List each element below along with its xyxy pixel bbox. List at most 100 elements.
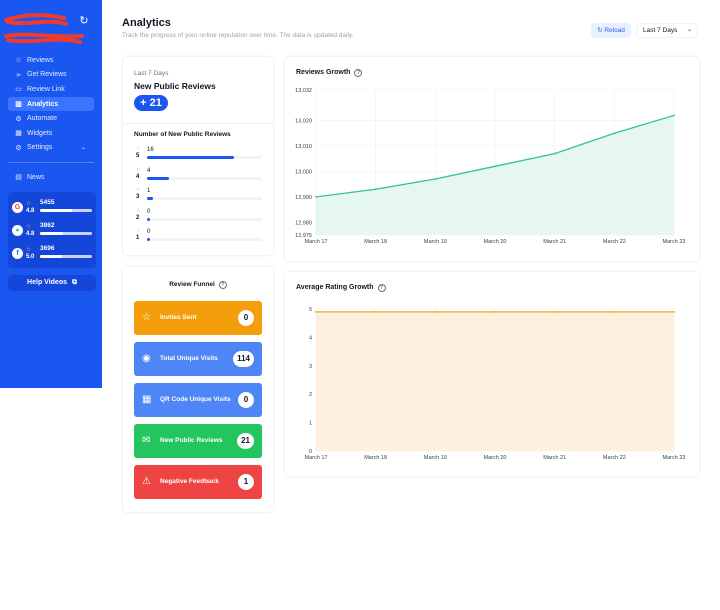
funnel-label: Total Unique Visits xyxy=(160,355,218,362)
help-videos-button[interactable]: Help Videos ⧉ xyxy=(8,275,96,291)
y-tick-label: 13,020 xyxy=(295,119,312,125)
funnel-label: Invites Sent xyxy=(160,314,197,321)
reload-label: Reload xyxy=(604,27,625,34)
platform-progress-fill xyxy=(40,209,73,212)
rating-bar-fill xyxy=(147,156,235,159)
new-reviews-badge: + 21 xyxy=(134,95,168,111)
send-icon: ➢ xyxy=(15,71,22,79)
sidebar-item-news[interactable]: ▤ News xyxy=(8,170,94,185)
y-tick-label: 3 xyxy=(309,364,312,370)
data-point xyxy=(315,310,317,313)
info-icon[interactable]: ? xyxy=(377,284,386,292)
card-divider xyxy=(123,123,273,124)
rating-bar-fill xyxy=(147,217,151,221)
rating-row-4: ☆ 4 4 xyxy=(136,167,264,187)
chart-title-text: Average Rating Growth xyxy=(296,284,374,291)
funnel-label: Negative Feedback xyxy=(160,478,219,485)
data-point xyxy=(374,310,377,313)
review-funnel-card: Review Funnel? ☆ Invites Sent 0 ◉ Total Uniq… xyxy=(123,267,273,512)
chart-title: Average Rating Growth? xyxy=(296,284,386,292)
sidebar-item-label: Review Link xyxy=(27,85,65,93)
sidebar-item-get-reviews[interactable]: ➢ Get Reviews xyxy=(8,68,94,83)
reload-button[interactable]: ↻ Reload xyxy=(591,23,631,38)
platform-ratings: G ☆ 4.8 5455 ● ☆ 4.8 3862 f ☆ 5.0 3696 xyxy=(8,192,96,268)
x-tick-label: March 23 xyxy=(663,239,686,245)
series-area xyxy=(316,311,674,451)
y-tick-label: 1 xyxy=(309,421,312,427)
data-point xyxy=(613,132,616,135)
star-level: 3 xyxy=(136,194,140,200)
funnel-total-unique-visits[interactable]: ◉ Total Unique Visits 114 xyxy=(134,342,262,376)
x-tick-label: March 21 xyxy=(543,455,566,461)
sidebar-item-analytics[interactable]: ▥ Analytics xyxy=(8,96,94,112)
star-level: 4 xyxy=(136,173,140,180)
external-link-icon: ⧉ xyxy=(71,279,77,286)
star-icon: ☆ xyxy=(136,187,141,193)
rating-row-2: ☆ 2 0 xyxy=(136,208,264,228)
chevron-down-icon: ⌄ xyxy=(686,27,692,33)
sidebar-item-label: Get Reviews xyxy=(27,71,67,79)
refresh-icon[interactable]: ↻ xyxy=(79,15,89,27)
rating-bar-fill xyxy=(147,238,151,241)
platform-rating: 4.8 xyxy=(26,208,35,214)
star-icon: ☆ xyxy=(136,228,141,234)
data-point xyxy=(434,178,437,180)
rating-bar-fill xyxy=(147,197,153,200)
data-point xyxy=(673,114,675,117)
sidebar-item-label: News xyxy=(27,173,45,181)
y-tick-label: 12,980 xyxy=(295,220,312,226)
chart-title: Reviews Growth? xyxy=(296,69,363,77)
new-reviews-title: New Public Reviews xyxy=(134,81,216,91)
funnel-new-public-reviews[interactable]: ✉ New Public Reviews 21 xyxy=(134,424,262,458)
rating-count: 4 xyxy=(147,167,151,174)
monitor-icon: ▭ xyxy=(15,86,22,94)
rating-bar xyxy=(147,156,262,159)
automate-icon: ⚙ xyxy=(15,115,22,123)
star-icon: ☆ xyxy=(136,166,141,173)
y-tick-label: 0 xyxy=(309,449,312,455)
info-icon[interactable]: ? xyxy=(354,69,363,77)
warning-icon: ⚠ xyxy=(142,476,151,487)
x-tick-label: March 17 xyxy=(305,455,328,461)
date-range-select[interactable]: Last 7 Days ⌄ xyxy=(636,23,698,38)
x-tick-label: March 19 xyxy=(424,455,447,461)
sidebar-item-review-link[interactable]: ▭ Review Link xyxy=(8,82,94,97)
platform-progress-bar xyxy=(40,209,92,212)
sidebar-item-automate[interactable]: ⚙ Automate xyxy=(8,111,94,126)
sidebar-item-label: Settings xyxy=(27,144,53,152)
funnel-title: Review Funnel? xyxy=(123,281,273,289)
rating-row-5: ☆ 5 16 xyxy=(136,146,264,166)
star-icon: ☆ xyxy=(136,146,141,152)
page-subtitle: Track the progress of your online reputa… xyxy=(122,32,354,39)
info-icon[interactable]: ? xyxy=(218,281,227,289)
chart-title-text: Reviews Growth xyxy=(296,69,351,76)
x-tick-label: March 17 xyxy=(305,239,328,245)
sidebar-item-reviews[interactable]: ☆ Reviews xyxy=(8,53,94,68)
data-point xyxy=(553,152,556,155)
platform-progress-fill xyxy=(40,232,64,235)
platform-tripadvisor[interactable]: ● ☆ 4.8 3862 xyxy=(12,222,92,242)
eye-icon: ◉ xyxy=(142,353,151,364)
funnel-label: QR Code Unique Visits xyxy=(160,396,231,403)
sidebar-nav: ☆ Reviews ➢ Get Reviews ▭ Review Link ▥ Analyti… xyxy=(8,53,94,155)
rating-bar xyxy=(147,176,262,180)
funnel-qr-code-unique-visits[interactable]: ▦ QR Code Unique Visits 0 xyxy=(134,383,262,417)
sidebar-item-settings[interactable]: ⚙ Settings ⌄ xyxy=(8,141,94,156)
data-point xyxy=(374,188,377,191)
platform-facebook[interactable]: f ☆ 5.0 3696 xyxy=(12,245,92,265)
sidebar-item-widgets[interactable]: ▦ Widgets xyxy=(8,126,94,141)
y-tick-label: 4 xyxy=(309,335,312,341)
platform-google[interactable]: G ☆ 4.8 5455 xyxy=(12,199,92,219)
rating-row-1: ☆ 1 0 xyxy=(136,228,264,248)
star-icon: ☆ xyxy=(26,224,32,230)
star-icon: ☆ xyxy=(26,201,32,207)
rating-bar xyxy=(147,238,262,241)
star-icon: ☆ xyxy=(142,312,151,323)
rating-row-3: ☆ 3 1 xyxy=(136,187,264,207)
funnel-invites-sent[interactable]: ☆ Invites Sent 0 xyxy=(134,301,262,335)
funnel-title-text: Review Funnel xyxy=(169,281,215,288)
funnel-negative-feedback[interactable]: ⚠ Negative Feedback 1 xyxy=(134,465,262,499)
reviews-growth-card: Reviews Growth? 13,032 13,020 13,010 13,000… xyxy=(285,57,699,261)
funnel-value: 1 xyxy=(238,474,254,490)
